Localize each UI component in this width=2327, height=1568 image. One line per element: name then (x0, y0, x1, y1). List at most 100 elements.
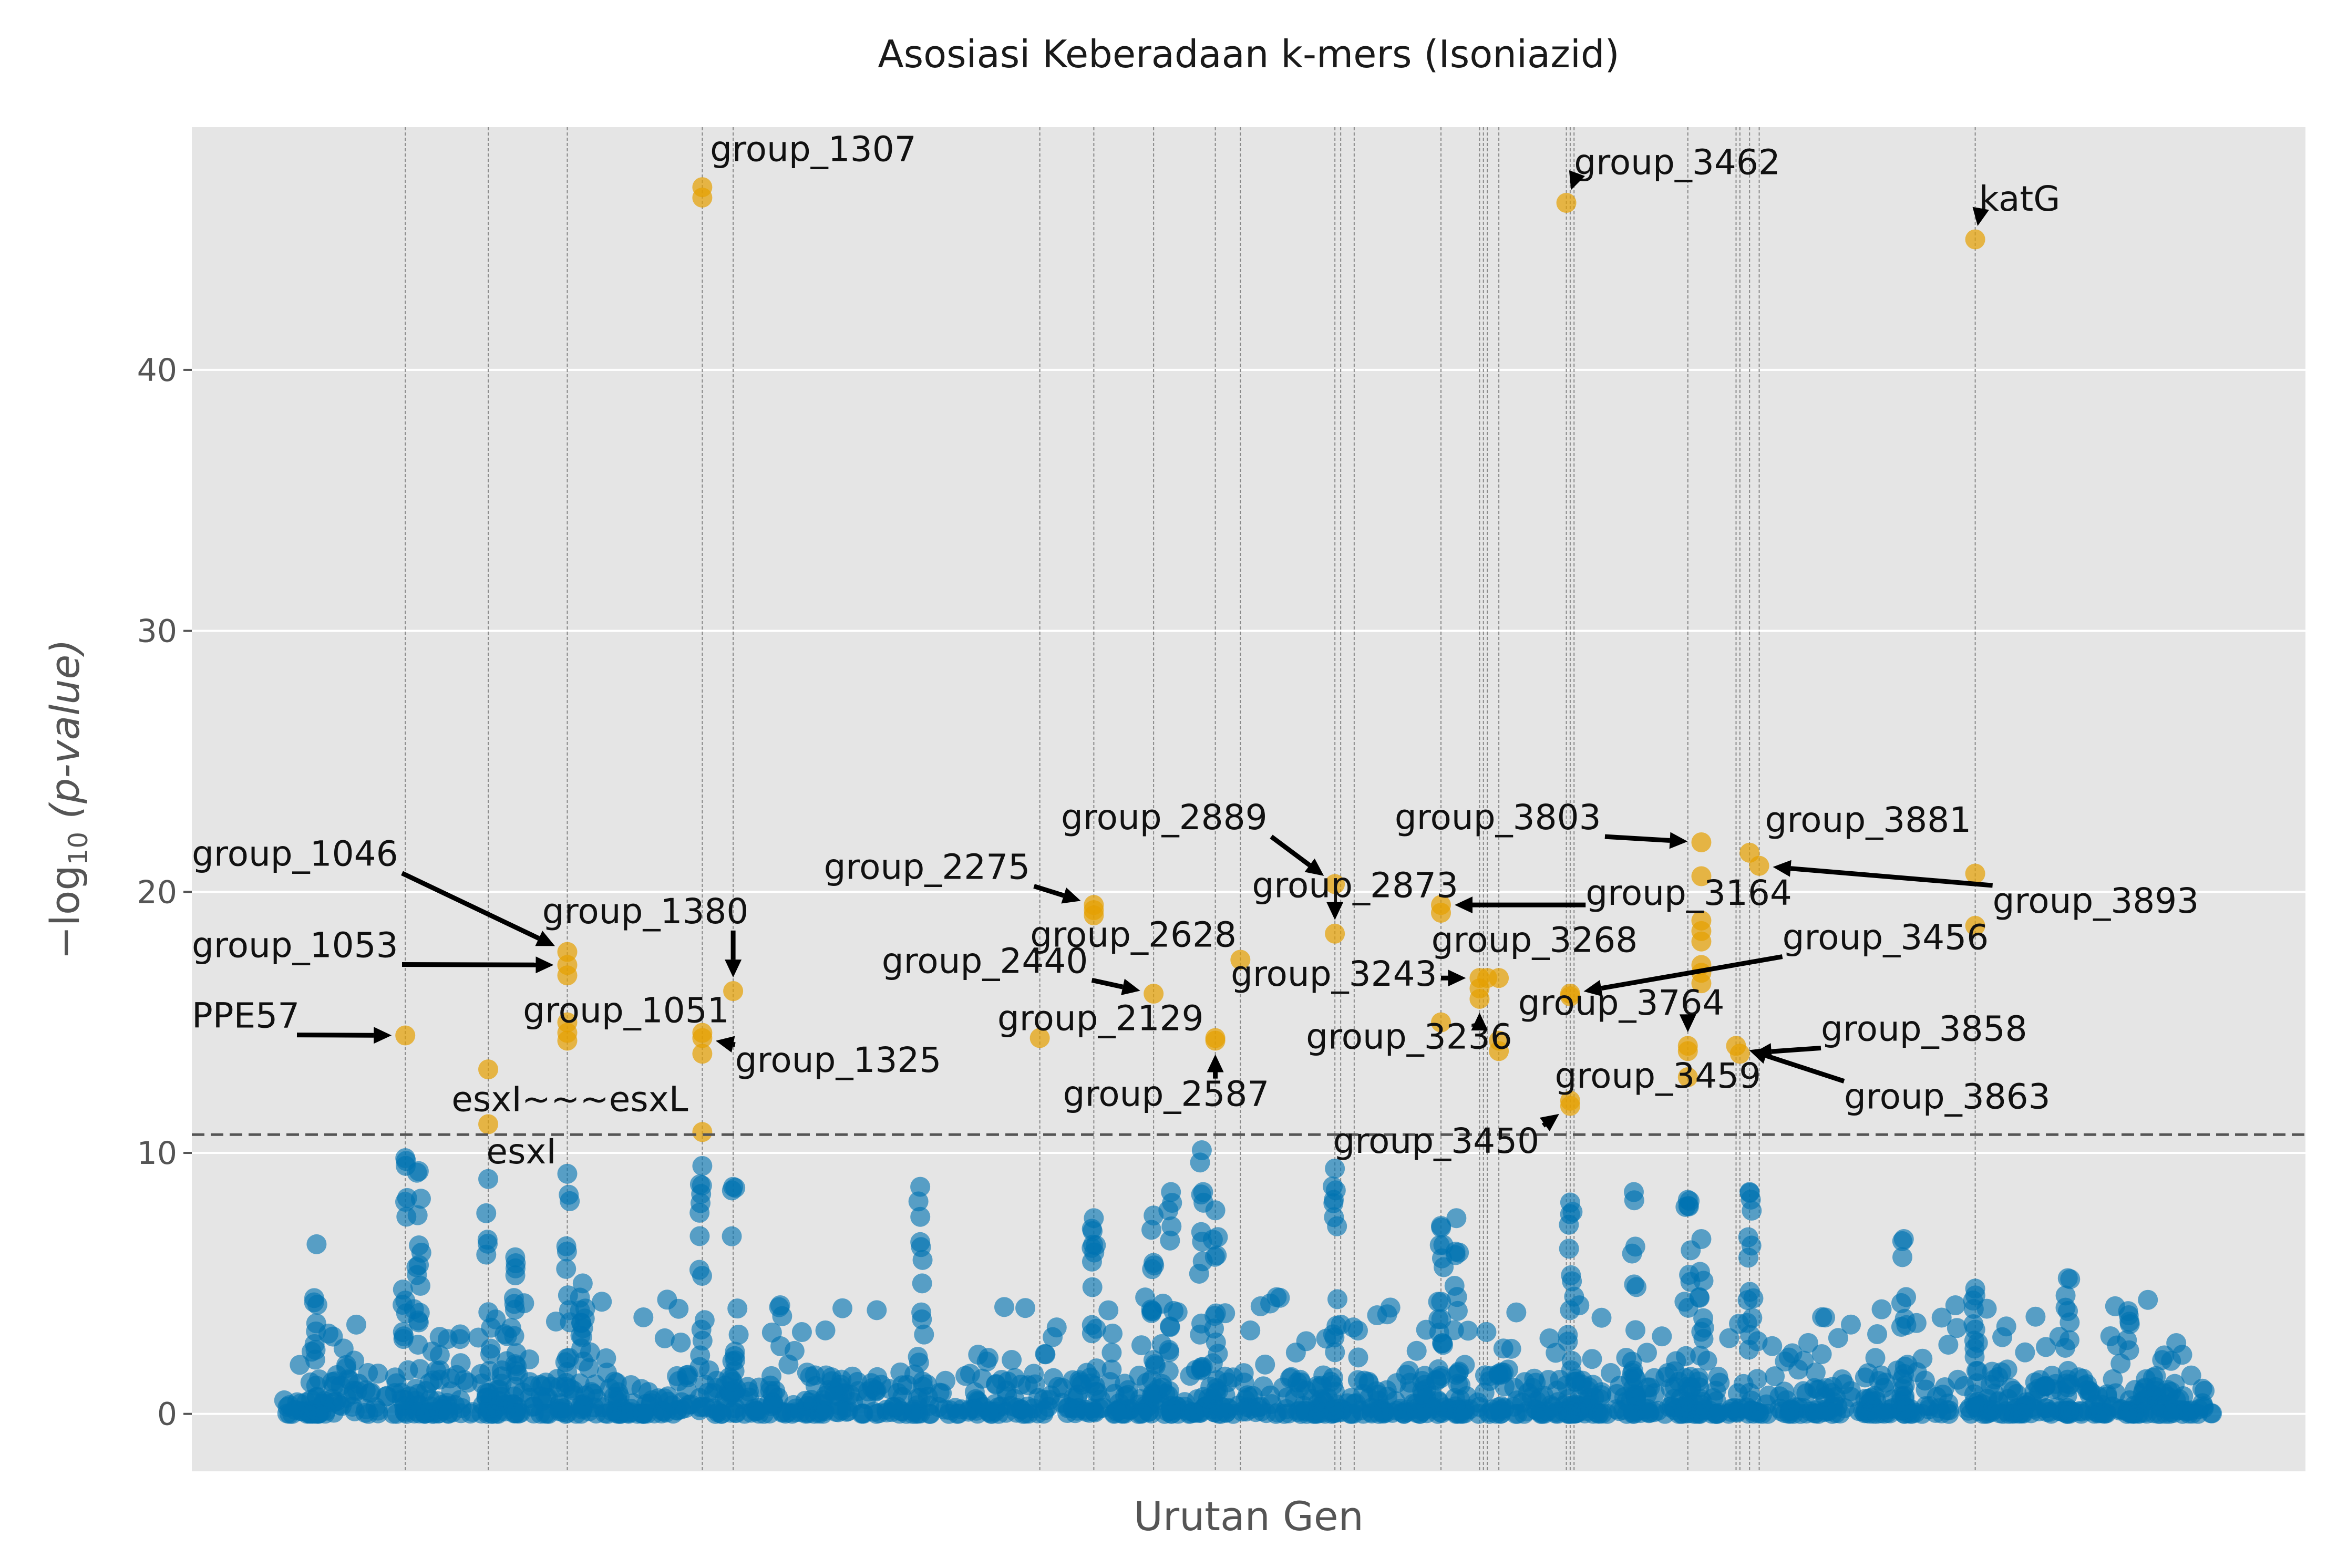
annotation-arrowhead (1749, 1047, 1769, 1064)
data-point (1938, 1335, 1959, 1355)
data-point (1202, 1353, 1223, 1374)
data-point (692, 1266, 712, 1286)
data-point (1256, 1403, 1276, 1423)
data-point (1343, 1317, 1364, 1338)
data-point (1085, 1376, 1105, 1396)
data-point (2058, 1301, 2078, 1322)
data-point (1017, 1375, 1038, 1396)
data-point (631, 1379, 652, 1399)
data-point (2003, 1380, 2023, 1401)
data-point (909, 1353, 929, 1373)
significant-point (1469, 988, 1490, 1009)
data-point (1542, 1397, 1563, 1417)
data-point (408, 1161, 429, 1181)
data-point (1399, 1360, 1419, 1381)
data-point (668, 1371, 689, 1391)
significant-point (1084, 905, 1104, 926)
data-point (395, 1148, 416, 1168)
data-point (1277, 1387, 1298, 1408)
significant-points (395, 177, 1985, 1142)
y-tick-label: 20 (137, 874, 177, 911)
data-point (912, 1309, 932, 1329)
significant-point (478, 1114, 499, 1134)
annotation-arrowhead (715, 1036, 735, 1053)
data-point (1625, 1320, 1646, 1340)
significant-point (1489, 968, 1509, 988)
data-point (1561, 1360, 1581, 1380)
significant-point (557, 1030, 578, 1051)
annotation-label: group_1046 (192, 834, 398, 874)
data-point (1366, 1381, 1387, 1401)
significant-point (1691, 832, 1712, 852)
data-point (1965, 1278, 1985, 1299)
data-point (1327, 1289, 1347, 1309)
significant-point (1560, 1096, 1580, 1116)
data-point (1160, 1317, 1180, 1337)
data-point (815, 1320, 836, 1340)
data-point (2188, 1404, 2208, 1424)
data-point (427, 1391, 447, 1411)
data-point (694, 1310, 715, 1330)
annotation-arrowhead (1471, 1012, 1488, 1030)
data-point (2118, 1305, 2139, 1326)
data-point (1323, 1367, 1343, 1388)
data-point (409, 1235, 429, 1256)
annotation-arrow (1541, 1122, 1547, 1128)
data-point (1708, 1366, 1728, 1387)
data-point (1655, 1404, 1675, 1424)
data-point (1559, 1239, 1579, 1259)
data-point (596, 1348, 616, 1368)
data-point (832, 1298, 853, 1318)
data-point (657, 1290, 677, 1310)
data-point (1808, 1404, 1829, 1424)
data-point (476, 1387, 497, 1408)
data-point (1322, 1176, 1343, 1196)
data-point (476, 1244, 497, 1265)
data-point (2025, 1306, 2046, 1327)
data-point (863, 1401, 884, 1422)
data-point (1739, 1383, 1760, 1403)
data-point (912, 1250, 933, 1270)
data-point (1038, 1397, 1058, 1417)
data-point (1865, 1348, 1886, 1368)
data-point (393, 1280, 413, 1300)
data-point (1675, 1346, 1696, 1366)
data-point (2202, 1403, 2222, 1423)
annotation-label: group_3450 (1333, 1121, 1539, 1161)
data-point (346, 1314, 366, 1335)
data-point (1492, 1364, 1512, 1385)
data-point (476, 1203, 497, 1223)
data-point (1015, 1298, 1036, 1318)
annotation-label: group_3164 (1585, 873, 1792, 913)
data-point (2059, 1330, 2079, 1350)
data-point (1652, 1326, 1672, 1347)
data-point (2163, 1403, 2184, 1423)
data-point (1325, 1342, 1345, 1363)
chart-title: Asosiasi Keberadaan k-mers (Isoniazid) (878, 32, 1619, 76)
data-point (1474, 1383, 1495, 1403)
annotation-label: esxI (486, 1131, 557, 1172)
data-point (910, 1206, 931, 1227)
data-point (505, 1247, 526, 1267)
data-point (1444, 1320, 1464, 1340)
data-point (1458, 1321, 1478, 1341)
data-point (307, 1404, 327, 1424)
data-point (1742, 1200, 1762, 1221)
annotation-label: group_3268 (1432, 920, 1638, 961)
data-point (1202, 1230, 1223, 1250)
significant-point (1489, 1041, 1509, 1061)
data-point (910, 1177, 931, 1197)
data-point (1086, 1358, 1107, 1379)
significant-point (557, 965, 578, 986)
data-point (980, 1401, 1000, 1421)
annotation-label: group_3459 (1555, 1056, 1762, 1096)
data-point (1560, 1300, 1580, 1321)
data-point (1738, 1247, 1758, 1268)
data-point (1601, 1363, 1621, 1383)
annotation-arrow (401, 871, 540, 941)
y-axis-label-prefix: −log (42, 865, 88, 960)
data-point (481, 1317, 501, 1338)
data-point (813, 1404, 833, 1424)
annotation-arrow (1790, 866, 1993, 888)
data-point (409, 1303, 430, 1323)
